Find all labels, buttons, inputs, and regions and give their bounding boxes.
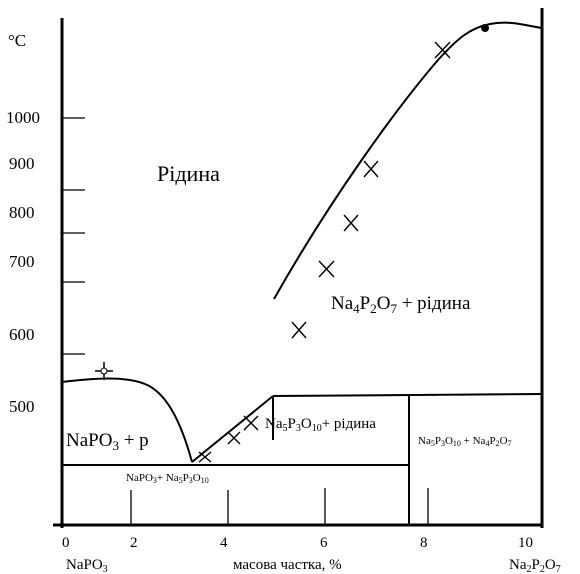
region-na4p2o7-liquid-label: Na4P2O7 + рідина (331, 293, 471, 316)
eutectic-rise-segment (191, 395, 274, 463)
x-right-component: Na2P2O7 (509, 557, 561, 574)
x-tick-label-6: 6 (320, 535, 328, 551)
experimental-point-marker (227, 431, 241, 445)
x-tick-label-10: 10 (518, 535, 533, 551)
y-tick-label-900: 900 (9, 154, 35, 173)
experimental-point-marker (343, 214, 359, 232)
experimental-point-marker (198, 451, 212, 463)
region-napo3-na5p3o10-label: NaPO3+ Na5P3O10 (126, 472, 209, 485)
region-na5p3o10-na4p2o7-label: Na5P3O10 + Na4P2O7 (418, 435, 512, 448)
y-tick-label-600: 600 (9, 325, 35, 344)
liquidus-na4p2o7-branch (273, 21, 543, 300)
region-na5p3o10-liquid-label: Na5P3O10+ рідина (265, 416, 376, 434)
x-left-component: NaPO3 (66, 557, 108, 574)
y-tick-label-800: 800 (9, 203, 35, 222)
x-axis-label: масова частка, % (233, 557, 342, 573)
y-tick-label-500: 500 (9, 397, 35, 416)
x-tick-label-0: 0 (62, 535, 70, 551)
experimental-points (198, 41, 451, 463)
experimental-point-marker (291, 321, 307, 339)
y-unit-label: °C (8, 31, 26, 50)
experimental-point-marker (243, 415, 259, 431)
peritectic-horizontal-line (272, 393, 543, 397)
experimental-point-marker (363, 160, 379, 178)
melting-point-marker (481, 24, 489, 32)
region-napo3-p-label: NaPO3 + р (66, 430, 149, 453)
region-liquid-label: Рідина (157, 161, 220, 186)
x-tick-label-2: 2 (130, 535, 138, 551)
star-marker-center (100, 367, 108, 375)
liquidus-napo3-branch (61, 377, 193, 463)
y-tick-label-1000: 1000 (6, 108, 40, 127)
experimental-point-marker (318, 260, 335, 278)
experimental-point-marker (434, 41, 451, 59)
x-tick-label-8: 8 (420, 535, 428, 551)
x-tick-label-4: 4 (220, 535, 228, 551)
y-tick-label-700: 700 (9, 252, 35, 271)
